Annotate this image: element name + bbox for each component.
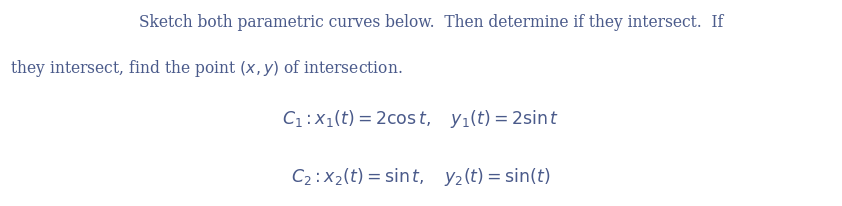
Text: Sketch both parametric curves below.  Then determine if they intersect.  If: Sketch both parametric curves below. The… xyxy=(139,14,723,32)
Text: $C_1 : x_1(t) = 2\cos t, \quad y_1(t) = 2\sin t$: $C_1 : x_1(t) = 2\cos t, \quad y_1(t) = … xyxy=(282,109,560,130)
Text: they intersect, find the point $(x, y)$ of intersection.: they intersect, find the point $(x, y)$ … xyxy=(10,58,402,79)
Text: $C_2 : x_2(t) = \sin t, \quad y_2(t) = \sin(t)$: $C_2 : x_2(t) = \sin t, \quad y_2(t) = \… xyxy=(291,166,551,188)
